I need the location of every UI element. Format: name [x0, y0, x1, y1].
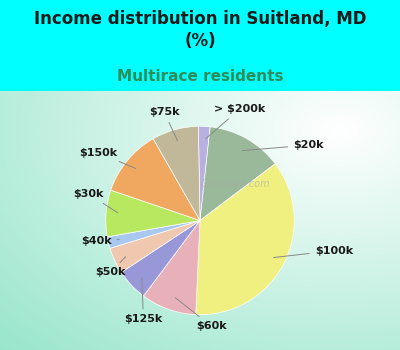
Wedge shape: [200, 127, 275, 220]
Wedge shape: [121, 220, 200, 296]
Text: Income distribution in Suitland, MD
(%): Income distribution in Suitland, MD (%): [34, 10, 366, 50]
Text: $150k: $150k: [79, 148, 136, 168]
Text: City-Data.com: City-Data.com: [200, 179, 270, 189]
Text: $30k: $30k: [74, 189, 118, 213]
Wedge shape: [106, 190, 200, 237]
Text: $100k: $100k: [274, 246, 353, 258]
Wedge shape: [198, 126, 210, 220]
Wedge shape: [110, 220, 200, 272]
Text: $60k: $60k: [175, 298, 227, 331]
Text: $125k: $125k: [124, 278, 162, 324]
Text: $75k: $75k: [149, 107, 180, 141]
Text: $40k: $40k: [81, 236, 119, 246]
Text: $20k: $20k: [242, 140, 324, 150]
Wedge shape: [107, 220, 200, 248]
Wedge shape: [196, 164, 294, 315]
Text: > $200k: > $200k: [206, 104, 265, 139]
Wedge shape: [144, 220, 200, 315]
Text: $50k: $50k: [95, 257, 126, 277]
Wedge shape: [111, 139, 200, 220]
Text: Multirace residents: Multirace residents: [117, 69, 283, 84]
Wedge shape: [153, 126, 200, 220]
